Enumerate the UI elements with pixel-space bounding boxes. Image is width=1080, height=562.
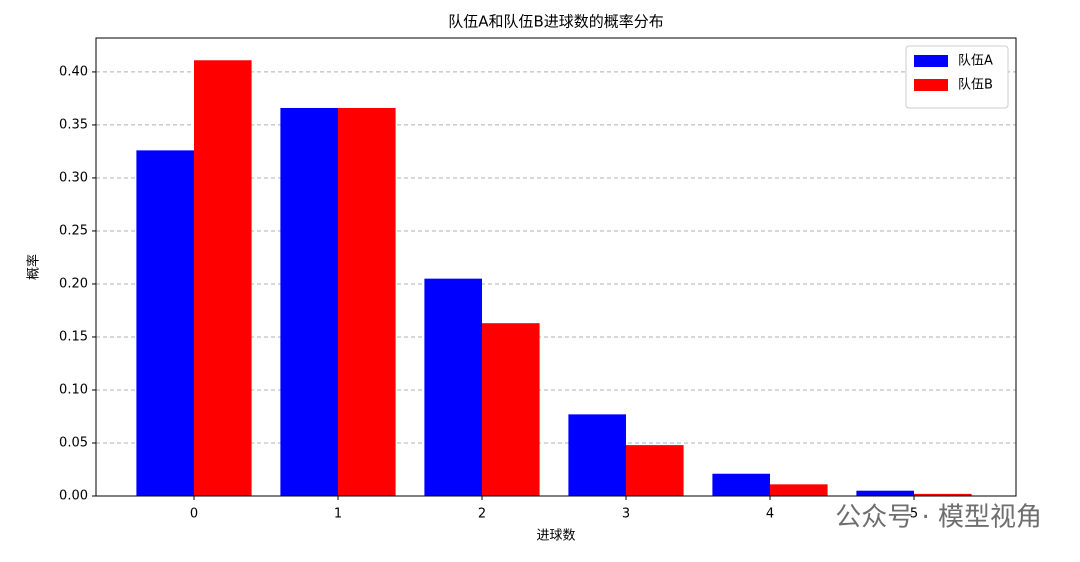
y-tick-label: 0.05 — [59, 435, 88, 450]
legend: 队伍A 队伍B — [905, 45, 1009, 109]
y-tick-label: 0.00 — [59, 489, 88, 504]
bar — [856, 490, 914, 496]
y-axis-label: 概率 — [26, 254, 42, 280]
x-tick-label: 4 — [766, 507, 774, 522]
bar — [770, 484, 828, 496]
y-tick-label: 0.25 — [59, 223, 88, 238]
bar — [482, 323, 540, 496]
bar — [338, 107, 396, 496]
y-tick-label: 0.30 — [59, 170, 88, 185]
x-tick-label: 1 — [334, 507, 342, 522]
watermark: 公众号 · 模型视角 — [835, 503, 1042, 533]
x-tick-label: 3 — [622, 507, 630, 522]
bar — [280, 107, 338, 496]
bar — [712, 473, 770, 496]
x-tick-label: 5 — [910, 507, 918, 522]
legend-label: 队伍B — [958, 78, 993, 93]
y-tick-label: 0.40 — [59, 64, 88, 79]
x-tick-label: 2 — [478, 507, 486, 522]
chart-title: 队伍A和队伍B进球数的概率分布 — [448, 13, 664, 31]
legend-swatch — [914, 55, 948, 67]
y-tick-label: 0.20 — [59, 276, 88, 291]
bar — [194, 60, 252, 497]
y-tick-label: 0.10 — [59, 382, 88, 397]
bar — [626, 445, 684, 496]
bar — [424, 278, 482, 496]
bar — [914, 493, 972, 496]
legend-swatch — [914, 79, 948, 91]
legend-label: 队伍A — [958, 54, 993, 69]
y-tick-label: 0.15 — [59, 329, 88, 344]
x-tick-label: 0 — [190, 507, 198, 522]
x-axis-label: 进球数 — [536, 529, 575, 544]
plot-frame — [95, 37, 1017, 497]
bar — [568, 414, 626, 496]
bar — [136, 150, 194, 496]
y-tick-label: 0.35 — [59, 117, 88, 132]
